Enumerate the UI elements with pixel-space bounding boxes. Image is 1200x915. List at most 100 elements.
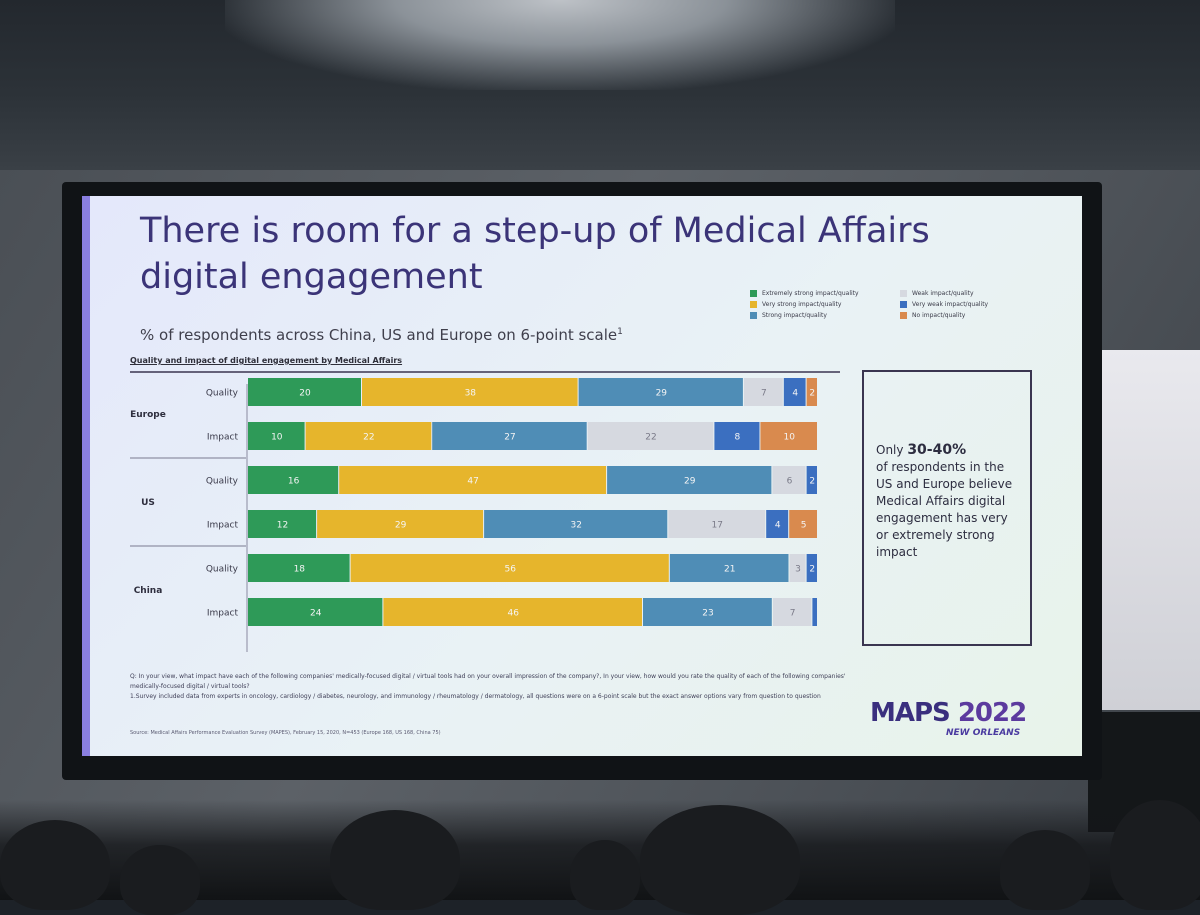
audience-head bbox=[1110, 800, 1200, 910]
bar-segment bbox=[607, 466, 772, 494]
bar-segment bbox=[789, 510, 817, 538]
bar-value-label: 16 bbox=[288, 477, 300, 487]
bar-value-label: 46 bbox=[507, 609, 519, 619]
chart-heading: Quality and impact of digital engagement… bbox=[130, 356, 403, 365]
legend-label: Extremely strong impact/quality bbox=[762, 290, 859, 297]
legend-swatch bbox=[750, 301, 757, 308]
slide-subtitle: % of respondents across China, US and Eu… bbox=[140, 326, 623, 344]
bar-value-label: 4 bbox=[775, 521, 781, 531]
bar-value-label: 10 bbox=[783, 433, 795, 443]
legend-item: Strong impact/quality bbox=[750, 312, 900, 319]
source-note: Source: Medical Affairs Performance Eval… bbox=[130, 730, 441, 736]
bar-segment bbox=[248, 554, 350, 582]
bar-segment bbox=[760, 422, 817, 450]
presentation-slide: There is room for a step-up of Medical A… bbox=[82, 196, 1082, 756]
row-label: Quality bbox=[206, 477, 239, 487]
bar-segment bbox=[350, 554, 669, 582]
bar-value-label: 22 bbox=[363, 433, 374, 443]
bar-segment bbox=[248, 466, 339, 494]
bar-segment bbox=[578, 378, 743, 406]
bar-value-label: 17 bbox=[711, 521, 722, 531]
bar-value-label: 7 bbox=[790, 609, 796, 619]
legend-item: Weak impact/quality bbox=[900, 290, 1050, 297]
audience-head bbox=[0, 820, 110, 910]
logo-year: 2022 bbox=[957, 698, 1027, 728]
bar-segment bbox=[714, 422, 760, 450]
bar-segment bbox=[669, 554, 789, 582]
legend-item: No impact/quality bbox=[900, 312, 1050, 319]
legend-item: Very strong impact/quality bbox=[750, 301, 900, 308]
legend-label: Very weak impact/quality bbox=[912, 301, 989, 308]
legend-item: Extremely strong impact/quality bbox=[750, 290, 900, 297]
group-label: Europe bbox=[130, 410, 166, 420]
bar-value-label: 12 bbox=[277, 521, 288, 531]
footnote-1: 1.Survey included data from experts in o… bbox=[130, 693, 821, 700]
bar-value-label: 22 bbox=[645, 433, 656, 443]
bar-value-label: 56 bbox=[504, 565, 516, 575]
bar-value-label: 8 bbox=[735, 433, 741, 443]
row-label: Quality bbox=[206, 565, 239, 575]
bar-value-label: 7 bbox=[761, 389, 767, 399]
bar-value-label: 6 bbox=[787, 477, 793, 487]
audience-area bbox=[0, 800, 1200, 915]
bar-value-label: 4 bbox=[792, 389, 798, 399]
bar-value-label: 24 bbox=[310, 609, 322, 619]
footnotes: Q: In your view, what impact have each o… bbox=[130, 672, 850, 702]
chandelier bbox=[225, 0, 895, 90]
bar-segment bbox=[484, 510, 668, 538]
slide-title: There is room for a step-up of Medical A… bbox=[140, 211, 930, 297]
subtitle-text: % of respondents across China, US and Eu… bbox=[140, 326, 618, 344]
logo-main-text: MAPS bbox=[870, 698, 951, 728]
legend-item: Very weak impact/quality bbox=[900, 301, 1050, 308]
bar-value-label: 10 bbox=[271, 433, 283, 443]
bar-segment bbox=[806, 554, 817, 582]
bar-value-label: 32 bbox=[570, 521, 581, 531]
callout-box: Only 30-40% of respondents in the US and… bbox=[862, 370, 1032, 646]
legend-label: Weak impact/quality bbox=[912, 290, 974, 297]
audience-head bbox=[640, 805, 800, 915]
bar-value-label: 2 bbox=[809, 565, 815, 575]
bar-value-label: 3 bbox=[795, 565, 801, 575]
group-label: China bbox=[134, 586, 163, 596]
legend-label: Strong impact/quality bbox=[762, 312, 827, 319]
legend-label: Very strong impact/quality bbox=[762, 301, 842, 308]
bar-value-label: 47 bbox=[467, 477, 478, 487]
bar-value-label: 29 bbox=[656, 389, 668, 399]
bar-segment bbox=[248, 422, 305, 450]
audience-head bbox=[570, 840, 640, 910]
bar-segment bbox=[772, 598, 812, 626]
bar-segment bbox=[362, 378, 578, 406]
logo-wordmark: MAPS 2022 bbox=[870, 698, 1027, 728]
maps-2022-logo: MAPS 2022 NEW ORLEANS bbox=[870, 698, 1040, 744]
legend-swatch bbox=[750, 290, 757, 297]
row-label: Impact bbox=[207, 609, 239, 619]
audience-head bbox=[330, 810, 460, 910]
bar-segment bbox=[806, 378, 817, 406]
bar-segment bbox=[783, 378, 806, 406]
callout-body: of respondents in the US and Europe beli… bbox=[876, 460, 1013, 559]
bar-segment bbox=[789, 554, 806, 582]
bar-segment bbox=[248, 510, 317, 538]
row-label: Impact bbox=[207, 521, 239, 531]
bar-segment bbox=[766, 510, 789, 538]
bar-value-label: 2 bbox=[809, 477, 815, 487]
callout-highlight: 30-40% bbox=[907, 442, 967, 458]
bar-segment bbox=[339, 466, 607, 494]
bar-segment bbox=[587, 422, 714, 450]
legend-swatch bbox=[900, 290, 907, 297]
side-banner bbox=[1096, 350, 1200, 710]
bar-value-label: 27 bbox=[504, 433, 515, 443]
audience-head bbox=[120, 845, 200, 915]
bar-value-label: 18 bbox=[294, 565, 306, 575]
logo-city: NEW ORLEANS bbox=[946, 728, 1021, 738]
group-label: US bbox=[141, 498, 155, 508]
legend-swatch bbox=[750, 312, 757, 319]
bar-value-label: 29 bbox=[684, 477, 696, 487]
bar-segment bbox=[248, 598, 383, 626]
bar-value-label: 5 bbox=[801, 521, 807, 531]
bar-segment bbox=[383, 598, 642, 626]
bar-value-label: 29 bbox=[395, 521, 407, 531]
bar-segment bbox=[743, 378, 783, 406]
chart-legend: Extremely strong impact/quality Weak impa… bbox=[750, 290, 1050, 319]
